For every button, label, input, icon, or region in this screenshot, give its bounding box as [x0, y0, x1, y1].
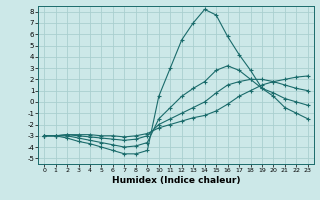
X-axis label: Humidex (Indice chaleur): Humidex (Indice chaleur): [112, 176, 240, 185]
